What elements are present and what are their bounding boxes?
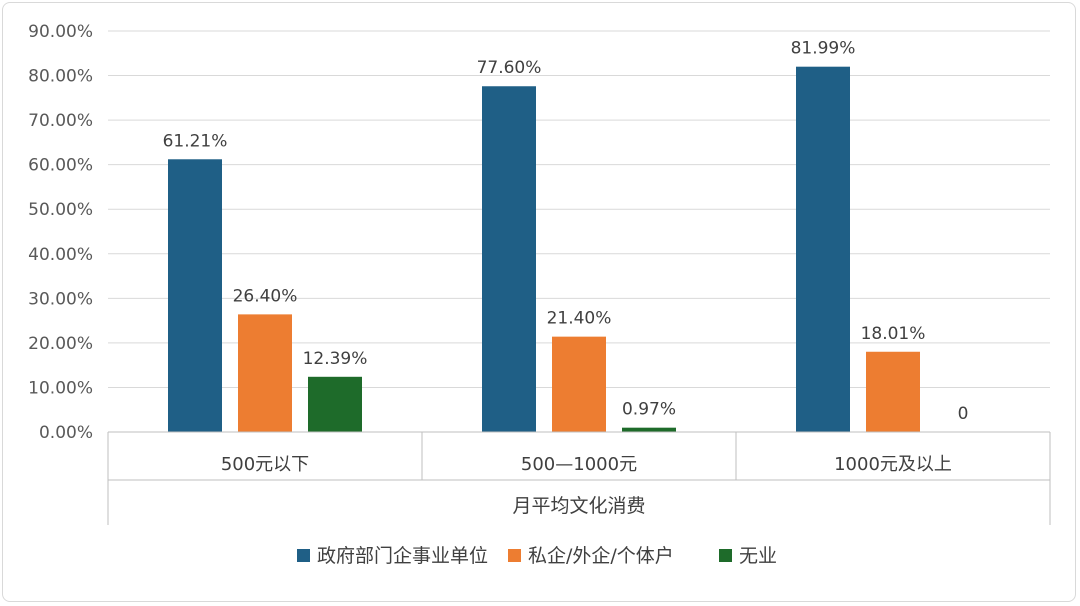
category-labels: 500元以下 500—1000元 1000元及以上 <box>221 454 952 475</box>
bar <box>622 427 676 432</box>
y-tick-label: 0.00% <box>39 423 93 443</box>
bar <box>866 351 920 432</box>
data-label: 12.39% <box>303 349 368 369</box>
legend-swatch <box>508 549 521 562</box>
y-tick-label: 50.00% <box>28 200 93 220</box>
data-label: 61.21% <box>163 131 228 151</box>
data-label: 18.01% <box>861 324 926 344</box>
data-label: 0.97% <box>622 400 676 420</box>
y-tick-label: 30.00% <box>28 289 93 309</box>
category-label: 1000元及以上 <box>834 454 952 475</box>
data-label: 21.40% <box>547 309 612 329</box>
bar <box>482 86 536 432</box>
y-tick-label: 20.00% <box>28 334 93 354</box>
data-label: 81.99% <box>791 39 856 59</box>
x-axis-title: 月平均文化消费 <box>512 495 645 517</box>
bar <box>552 336 606 432</box>
bar <box>308 376 362 432</box>
data-label: 0 <box>958 404 969 424</box>
bar <box>796 66 850 433</box>
legend-label: 私企/外企/个体户 <box>528 545 674 567</box>
legend-swatch <box>297 549 310 562</box>
legend: 政府部门企事业单位 私企/外企/个体户 无业 <box>297 545 777 567</box>
y-tick-label: 70.00% <box>28 111 93 131</box>
data-label: 77.60% <box>477 58 542 78</box>
y-axis-ticks: 0.00% 10.00% 20.00% 30.00% 40.00% 50.00% 60.00… <box>28 22 93 443</box>
legend-label: 政府部门企事业单位 <box>317 545 488 567</box>
bar <box>238 314 292 432</box>
y-tick-label: 80.00% <box>28 67 93 87</box>
y-tick-label: 40.00% <box>28 245 93 265</box>
data-label: 26.40% <box>233 286 298 306</box>
category-label: 500元以下 <box>221 454 309 475</box>
legend-swatch <box>719 549 732 562</box>
category-label: 500—1000元 <box>521 454 637 475</box>
y-tick-label: 10.00% <box>28 378 93 398</box>
data-labels: 61.21% 26.40% 12.39% 77.60% 21.40% 0.97% 81.99… <box>163 39 969 424</box>
y-tick-label: 60.00% <box>28 156 93 176</box>
bars <box>168 66 920 433</box>
y-tick-label: 90.00% <box>28 22 93 42</box>
bar <box>168 159 222 432</box>
legend-label: 无业 <box>739 545 777 567</box>
